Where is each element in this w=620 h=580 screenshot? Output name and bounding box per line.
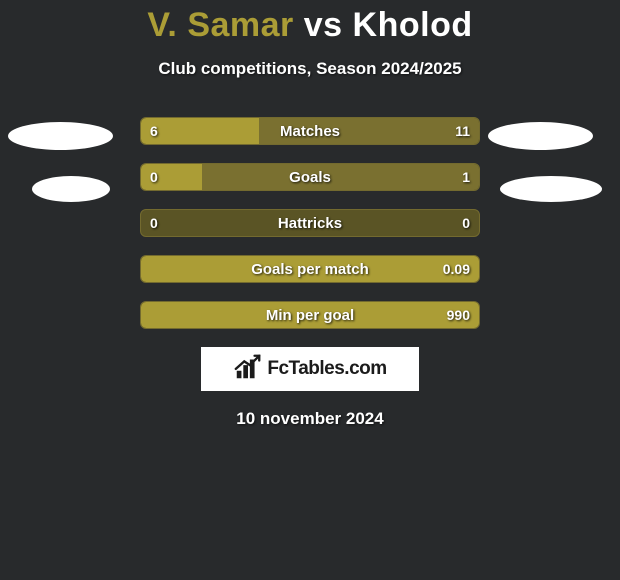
date-line: 10 november 2024 (0, 409, 620, 429)
club-crest-placeholder (8, 122, 113, 150)
stat-bar: Goals per match (140, 255, 480, 283)
stat-row: Hattricks0 0 (0, 209, 620, 237)
club-crest-placeholder (488, 122, 593, 150)
brand-logo: FcTables.com (201, 347, 419, 391)
stat-row: Min per goal990 (0, 301, 620, 329)
title-player1: V. Samar (147, 6, 293, 44)
stat-value-right: 0 (462, 209, 470, 237)
club-crest-placeholder (32, 176, 110, 202)
stat-value-right: 0.09 (443, 255, 470, 283)
title-vs: vs (304, 6, 343, 44)
stat-value-right: 11 (455, 117, 470, 145)
stat-label: Hattricks (141, 210, 479, 236)
stat-bar-left (141, 118, 259, 144)
title-player2: Kholod (353, 6, 473, 44)
stat-value-left: 0 (150, 209, 158, 237)
stat-bar-left (141, 256, 479, 282)
stat-row: Goals per match0.09 (0, 255, 620, 283)
stat-bar-right (202, 164, 479, 190)
bar-chart-icon (233, 352, 263, 387)
brand-name: FcTables.com (267, 358, 386, 380)
comparison-card: V. Samar vs Kholod Club competitions, Se… (0, 0, 620, 580)
stat-bar-right (259, 118, 479, 144)
stat-value-right: 1 (462, 163, 470, 191)
page-title: V. Samar vs Kholod (0, 0, 620, 45)
stat-value-right: 990 (447, 301, 470, 329)
club-crest-placeholder (500, 176, 602, 202)
stat-bar: Min per goal (140, 301, 480, 329)
stat-bar: Matches (140, 117, 480, 145)
stat-value-left: 6 (150, 117, 158, 145)
stat-bar-left (141, 302, 479, 328)
stat-bar: Hattricks (140, 209, 480, 237)
subtitle: Club competitions, Season 2024/2025 (0, 59, 620, 79)
stat-bar: Goals (140, 163, 480, 191)
stat-value-left: 0 (150, 163, 158, 191)
